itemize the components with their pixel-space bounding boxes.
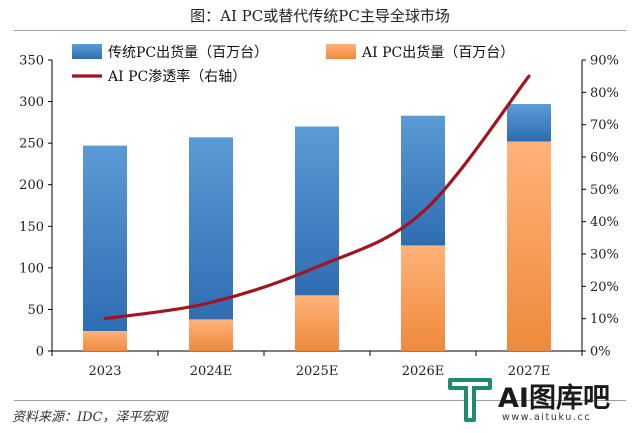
bar-traditional	[295, 126, 339, 296]
axes: 0 50 100 150 200 250 300 350 0% 10% 20% 30% 40% 50% 60…	[19, 54, 619, 380]
right-tick-label: 90%	[590, 54, 619, 69]
left-tick-label: 0	[36, 345, 44, 360]
right-tick-label: 60%	[590, 151, 619, 166]
right-tick-label: 20%	[590, 280, 619, 295]
footer-divider	[14, 400, 626, 401]
bar-traditional	[189, 137, 233, 320]
left-tick-label: 300	[19, 95, 44, 110]
legend-swatch-traditional	[72, 44, 102, 59]
legend: 传统PC出货量（百万台） AI PC出货量（百万台） AI PC渗透率（右轴）	[72, 44, 514, 85]
bar-aipc	[401, 245, 445, 351]
watermark-brand: AI图库吧	[498, 383, 610, 414]
right-tick-label: 30%	[590, 248, 619, 263]
left-tick-label: 200	[19, 178, 44, 193]
legend-swatch-aipc	[326, 44, 356, 59]
right-tick-label: 50%	[590, 183, 619, 198]
source-note: 资料来源：IDC，泽平宏观	[12, 410, 168, 425]
right-tick-label: 0%	[590, 345, 611, 360]
bar-traditional	[507, 104, 551, 142]
x-tick-label: 2025E	[296, 364, 339, 379]
penetration-line-group	[103, 74, 531, 321]
bar-aipc	[189, 319, 233, 351]
x-tick-label: 2024E	[190, 364, 233, 379]
bar-aipc	[507, 141, 551, 351]
x-tick-label: 2027E	[508, 364, 551, 379]
bar-aipc	[83, 331, 127, 351]
title-divider	[14, 30, 626, 31]
legend-label-line: AI PC渗透率（右轴）	[107, 68, 246, 85]
x-tick-label: 2026E	[402, 364, 445, 379]
right-tick-label: 80%	[590, 86, 619, 101]
x-tick-label: 2023	[88, 364, 121, 379]
left-tick-label: 150	[19, 220, 44, 235]
left-tick-label: 250	[19, 137, 44, 152]
penetration-line	[103, 74, 531, 321]
left-tick-label: 100	[19, 261, 44, 276]
legend-label-traditional: 传统PC出货量（百万台）	[108, 44, 268, 61]
bar-aipc	[295, 295, 339, 351]
right-tick-label: 40%	[590, 215, 619, 230]
bars	[83, 104, 551, 351]
right-tick-label: 10%	[590, 312, 619, 327]
watermark-url: www.aituku.cc	[502, 412, 592, 423]
legend-label-aipc: AI PC出货量（百万台）	[361, 44, 514, 61]
right-tick-label: 70%	[590, 118, 619, 133]
watermark: AI图库吧 www.aituku.cc	[446, 372, 632, 428]
left-tick-label: 350	[19, 54, 44, 69]
aituku-logo-icon	[448, 378, 492, 422]
left-tick-label: 50	[27, 303, 44, 318]
page-title: 图：AI PC或替代传统PC主导全球市场	[190, 7, 450, 25]
bar-traditional	[83, 145, 127, 332]
